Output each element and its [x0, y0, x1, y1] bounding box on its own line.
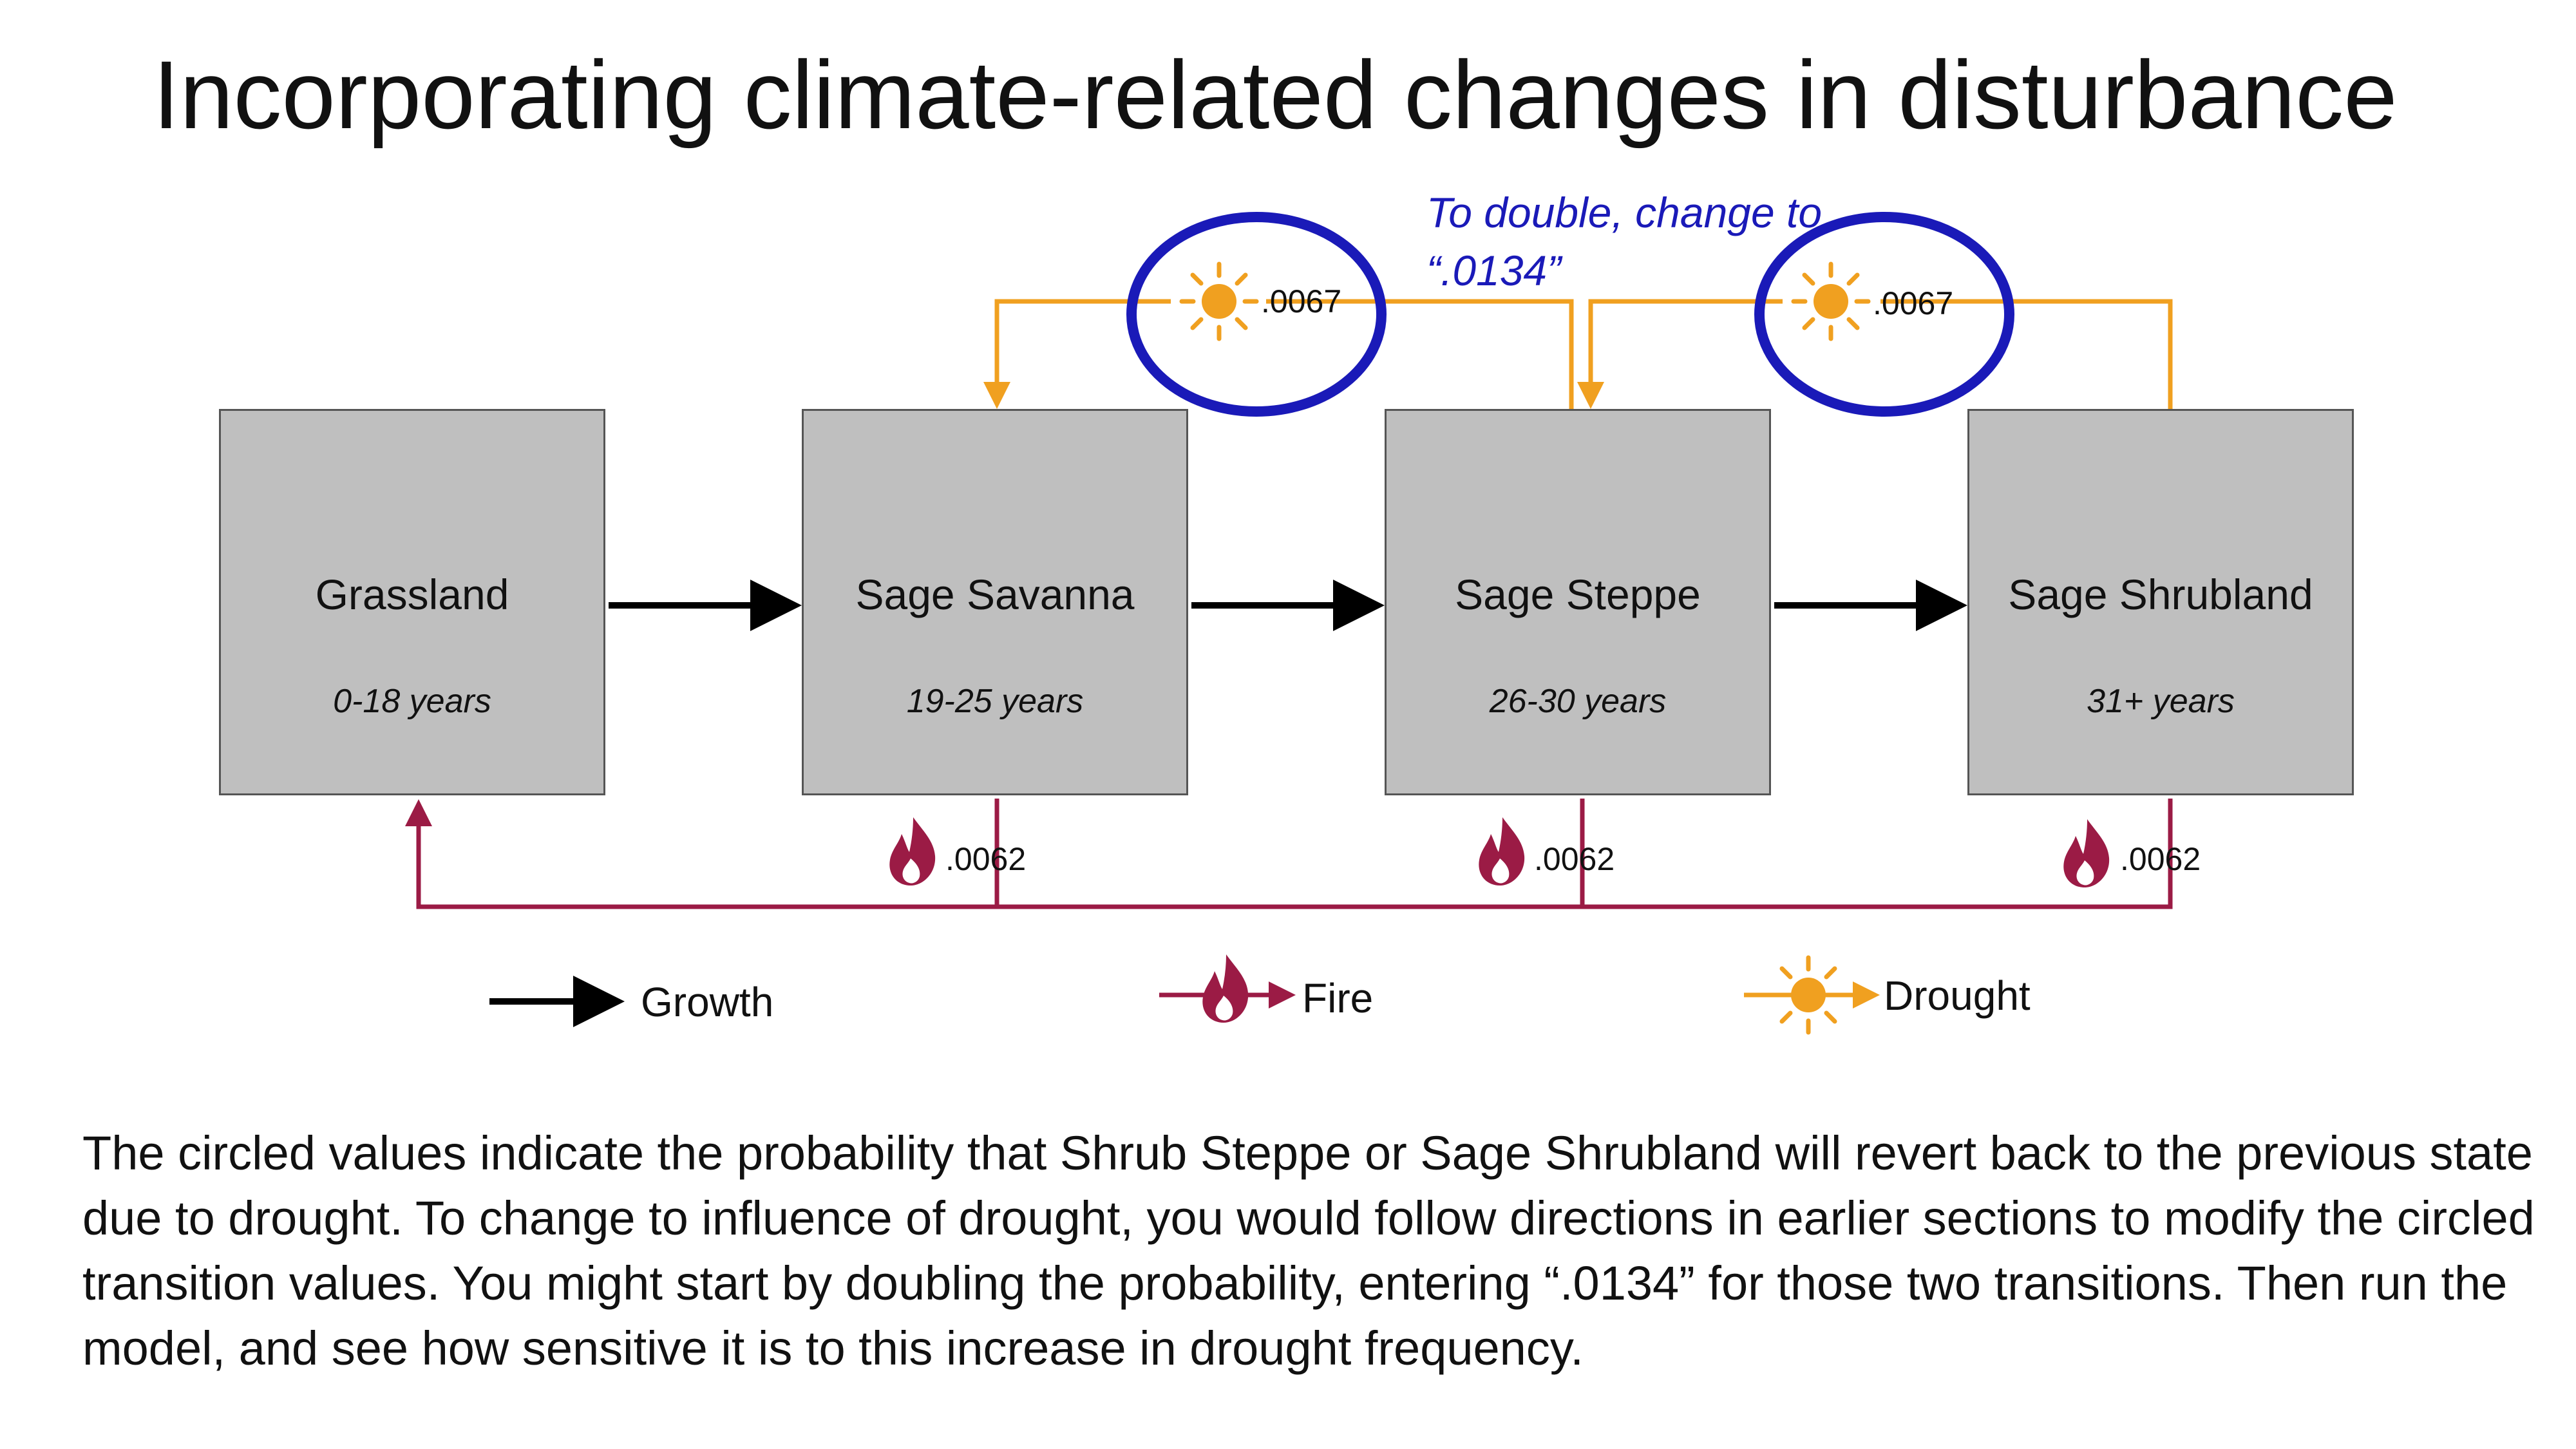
drought-value: .0067 [1873, 285, 1954, 321]
legend-drought-label: Drought [1884, 972, 2031, 1019]
state-box-grassland: Grassland 0-18 years [219, 409, 605, 795]
state-box-sage-savanna: Sage Savanna 19-25 years [802, 409, 1188, 795]
flame-icon [1479, 817, 1525, 886]
state-box-sage-shrubland: Sage Shrubland 31+ years [1967, 409, 2354, 795]
annotation-note: To double, change to “.0134” [1426, 189, 1823, 294]
legend-fire-label: Fire [1302, 975, 1374, 1021]
state-age: 31+ years [2087, 683, 2235, 720]
state-name: Sage Steppe [1455, 571, 1701, 618]
fire-value: .0062 [945, 841, 1027, 877]
slide-title: Incorporating climate-related changes in… [153, 41, 2398, 149]
legend-drought-symbol [1744, 958, 1880, 1032]
legend-growth-label: Growth [641, 979, 774, 1025]
drought-value: .0067 [1261, 283, 1342, 319]
highlight-circle [1126, 212, 1387, 417]
highlight-circle [1754, 212, 2014, 417]
flame-icon [889, 817, 936, 886]
fire-value: .0062 [2120, 841, 2201, 877]
state-age: 26-30 years [1489, 683, 1667, 720]
fire-transitions [405, 799, 2173, 909]
sun-icon [1182, 264, 1256, 339]
body-paragraph: The circled values indicate the probabil… [82, 1126, 2535, 1375]
state-box-sage-steppe: Sage Steppe 26-30 years [1385, 409, 1771, 795]
legend-fire-symbol [1159, 954, 1296, 1023]
state-age: 19-25 years [906, 683, 1084, 720]
state-name: Grassland [315, 571, 509, 618]
state-name: Sage Shrubland [2008, 571, 2313, 618]
state-name: Sage Savanna [855, 571, 1135, 618]
state-age: 0-18 years [333, 683, 491, 720]
flame-icon [2063, 819, 2110, 887]
fire-value: .0062 [1534, 841, 1615, 877]
